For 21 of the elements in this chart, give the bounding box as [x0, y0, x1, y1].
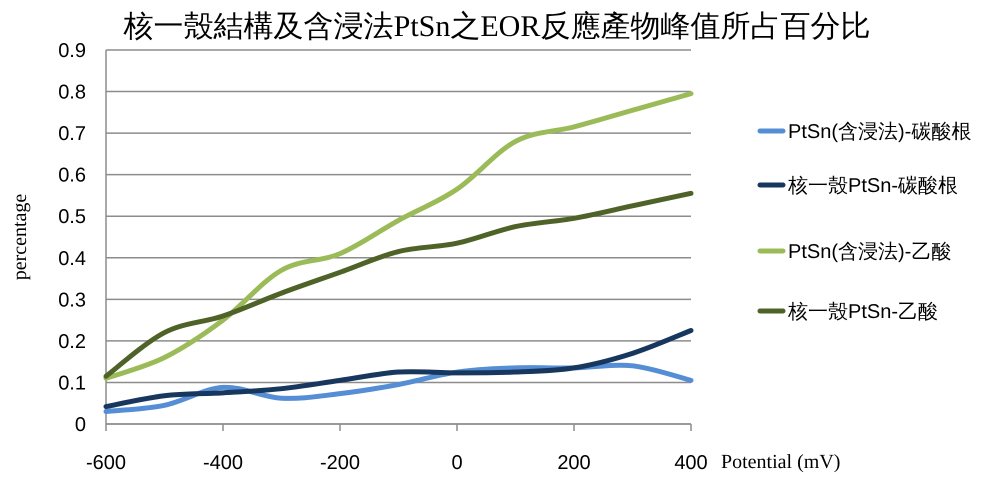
x-axis-title: Potential (mV) — [721, 451, 840, 473]
y-tick-label: 0.4 — [58, 248, 86, 270]
x-tick-label: 200 — [557, 452, 591, 474]
y-tick-label: 0.9 — [58, 40, 86, 62]
x-tick-label: -400 — [202, 452, 244, 474]
legend-label: 核一殼PtSn-乙酸 — [787, 301, 938, 323]
y-tick-label: 0.5 — [58, 206, 86, 228]
y-tick-label: 0.1 — [58, 372, 86, 394]
y-axis-title: percentage — [9, 194, 31, 280]
chart-title: 核一殼結構及含浸法PtSn之EOR反應產物峰值所占百分比 — [122, 10, 870, 43]
y-tick-label: 0 — [74, 414, 86, 436]
y-tick-label: 0.6 — [58, 164, 86, 187]
y-tick-label: 0.8 — [58, 82, 86, 104]
x-tick-label: 400 — [674, 452, 708, 474]
y-tick-label: 0.2 — [58, 330, 86, 353]
y-tick-label: 0.7 — [58, 123, 86, 146]
legend-label: PtSn(含浸法)-乙酸 — [788, 241, 952, 263]
x-tick-label: -600 — [86, 452, 126, 474]
x-tick-label: -200 — [320, 452, 360, 474]
y-tick-label: 0.3 — [58, 289, 86, 312]
x-tick-label: 0 — [451, 452, 463, 474]
